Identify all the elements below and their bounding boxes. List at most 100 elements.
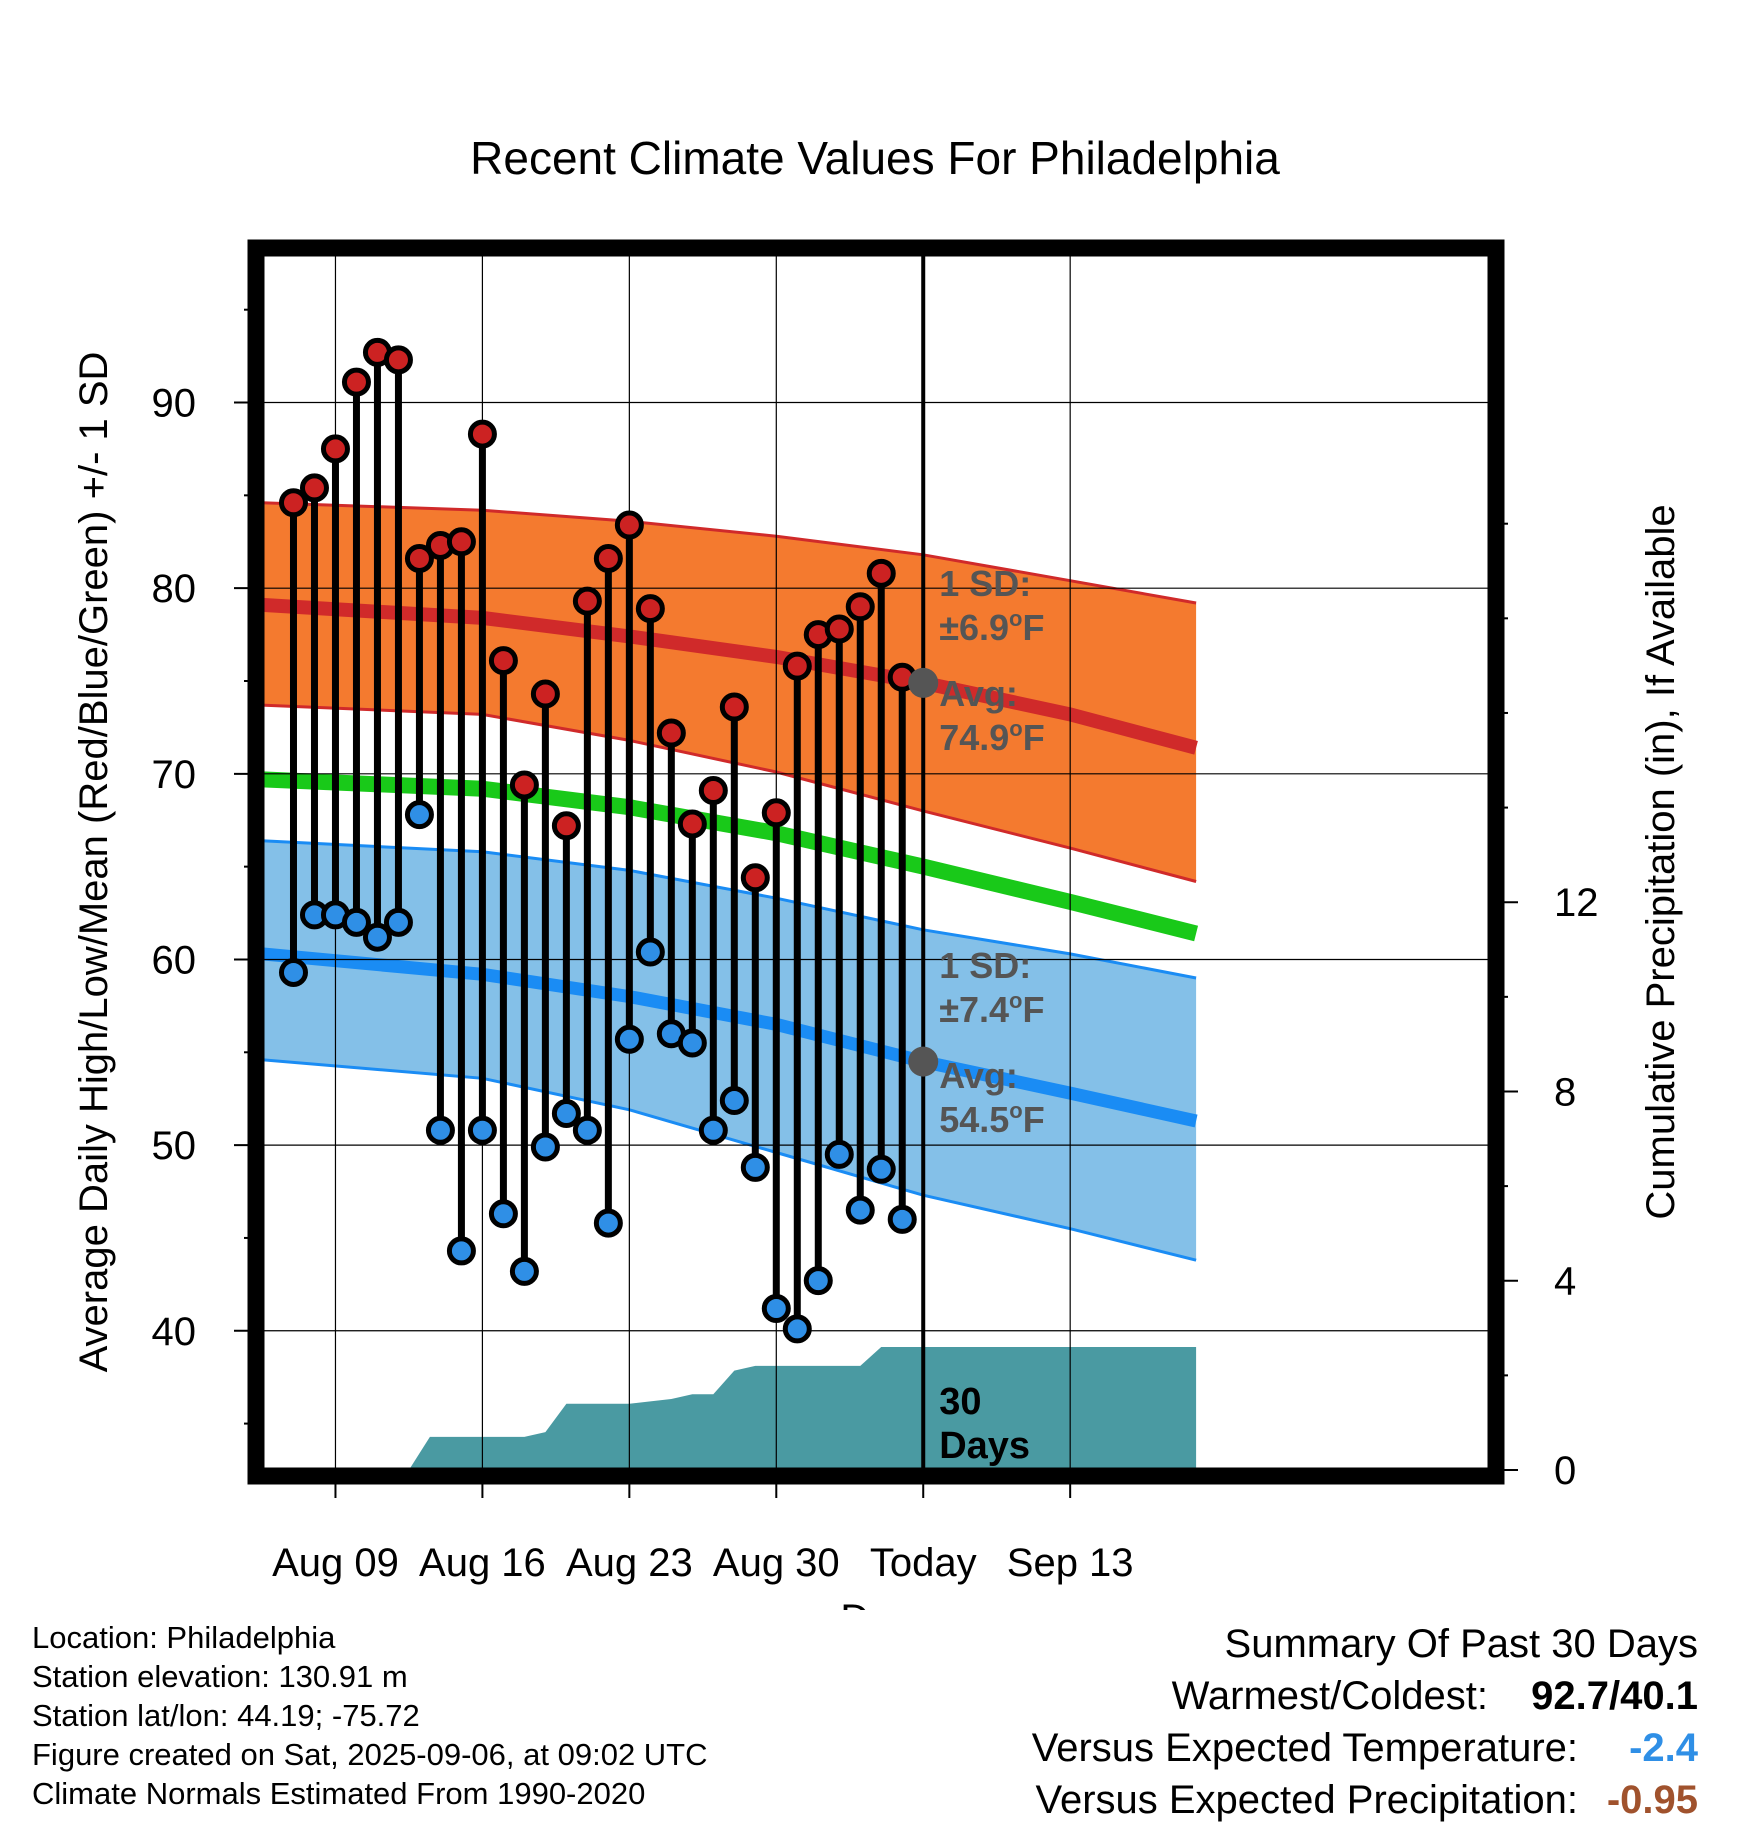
high-point (467, 419, 497, 449)
chart-title: Recent Climate Values For Philadelphia (470, 132, 1280, 184)
low-point (824, 1139, 854, 1169)
data-marks (278, 337, 939, 1344)
high-point (719, 692, 749, 722)
today-high-avg-dot (908, 667, 939, 698)
high-point (509, 770, 539, 800)
y-tick-label: 60 (152, 938, 197, 982)
high-point (845, 592, 875, 622)
low-point (887, 1204, 917, 1234)
grid (262, 254, 1490, 1470)
x-axis-label: Day (840, 1597, 911, 1610)
low-point (362, 922, 392, 952)
low-point (383, 907, 413, 937)
low-point (488, 1199, 518, 1229)
low-point (425, 1115, 455, 1145)
axes: 40 50 60 70 80 90 0 4 8 12 Aug 09 Aug 16 Aug 23 Aug 3… (152, 308, 1599, 1585)
high-point (383, 345, 413, 375)
station-metadata: Location: Philadelphia Station elevation… (32, 1618, 708, 1813)
high-point (404, 543, 434, 573)
days-label-number: 30 (939, 1381, 981, 1423)
high-point (530, 679, 560, 709)
low-point (530, 1132, 560, 1162)
high-point (635, 594, 665, 624)
y2-tick-label: 12 (1554, 881, 1599, 925)
low-sd-band (262, 840, 1197, 1261)
high-point (593, 543, 623, 573)
high-point (761, 798, 791, 828)
high-point (614, 510, 644, 540)
high-point (866, 558, 896, 588)
low-point (635, 937, 665, 967)
summary-panel: Summary Of Past 30 Days Warmest/Coldest:… (1032, 1618, 1698, 1826)
x-tick-label: Aug 30 (713, 1541, 840, 1585)
y2-axis-label: Cumulative Precipitation (in), If Availa… (1639, 504, 1683, 1219)
low-point (446, 1236, 476, 1266)
high-point (278, 488, 308, 518)
warm-cold-label: Warmest/Coldest: (1171, 1674, 1488, 1718)
y2-tick-label: 8 (1554, 1070, 1576, 1114)
low-point (341, 907, 371, 937)
high-sd-band (262, 502, 1197, 882)
plot-area (262, 501, 1199, 1470)
high-avg-label: Avg: (939, 673, 1018, 714)
high-point (551, 811, 581, 841)
temp-vs-expected-value: -2.4 (1629, 1726, 1698, 1770)
low-point (803, 1266, 833, 1296)
high-avg-value: 74.9oF (939, 716, 1045, 758)
low-point (698, 1115, 728, 1145)
x-tick-label: Sep 13 (1007, 1541, 1134, 1585)
x-tick-label: Aug 16 (419, 1541, 546, 1585)
low-point (278, 957, 308, 987)
low-point (719, 1086, 749, 1116)
plot-frame (247, 239, 1505, 1485)
low-point (572, 1115, 602, 1145)
high-point (782, 651, 812, 681)
high-point (698, 776, 728, 806)
summary-heading: Summary Of Past 30 Days (1224, 1622, 1698, 1666)
y-tick-label: 70 (152, 753, 197, 797)
high-point (320, 434, 350, 464)
low-point (467, 1115, 497, 1145)
low-point (593, 1208, 623, 1238)
days-label-word: Days (939, 1425, 1030, 1467)
low-point (782, 1314, 812, 1344)
normals-period-text: Climate Normals Estimated From 1990-2020 (32, 1776, 646, 1811)
low-point (614, 1024, 644, 1054)
high-point (824, 614, 854, 644)
low-sd-value: ±7.4oF (939, 988, 1044, 1030)
low-point (845, 1195, 875, 1225)
y2-tick-label: 4 (1554, 1260, 1576, 1304)
location-text: Location: Philadelphia (32, 1620, 336, 1655)
high-point (677, 809, 707, 839)
latlon-text: Station lat/lon: 44.19; -75.72 (32, 1698, 420, 1733)
low-point (761, 1293, 791, 1323)
high-sd-label: 1 SD: (939, 563, 1031, 604)
y-tick-label: 90 (152, 382, 197, 426)
high-point (446, 527, 476, 557)
high-point (299, 473, 329, 503)
low-avg-value: 54.5oF (939, 1098, 1045, 1140)
created-text: Figure created on Sat, 2025-09-06, at 09… (32, 1737, 708, 1772)
precip-vs-expected-label: Versus Expected Precipitation: (1035, 1778, 1578, 1822)
high-point (572, 586, 602, 616)
low-point (740, 1152, 770, 1182)
y-tick-label: 50 (152, 1124, 197, 1168)
today-low-avg-dot (908, 1046, 939, 1077)
x-tick-label: Today (870, 1541, 977, 1585)
y-tick-label: 80 (152, 567, 197, 611)
low-point (404, 800, 434, 830)
climate-chart: Recent Climate Values For Philadelphia 4… (72, 132, 1683, 1610)
high-point (656, 718, 686, 748)
y-tick-label: 40 (152, 1310, 197, 1354)
x-tick-label: Aug 09 (272, 1541, 399, 1585)
elevation-text: Station elevation: 130.91 m (32, 1659, 408, 1694)
high-point (740, 863, 770, 893)
high-sd-value: ±6.9oF (939, 606, 1044, 648)
y2-tick-label: 0 (1554, 1449, 1576, 1493)
warm-cold-value: 92.7/40.1 (1531, 1674, 1698, 1718)
low-avg-label: Avg: (939, 1055, 1018, 1096)
temp-vs-expected-label: Versus Expected Temperature: (1031, 1726, 1578, 1770)
precipitation-area (408, 1347, 1197, 1470)
x-tick-label: Aug 23 (566, 1541, 693, 1585)
